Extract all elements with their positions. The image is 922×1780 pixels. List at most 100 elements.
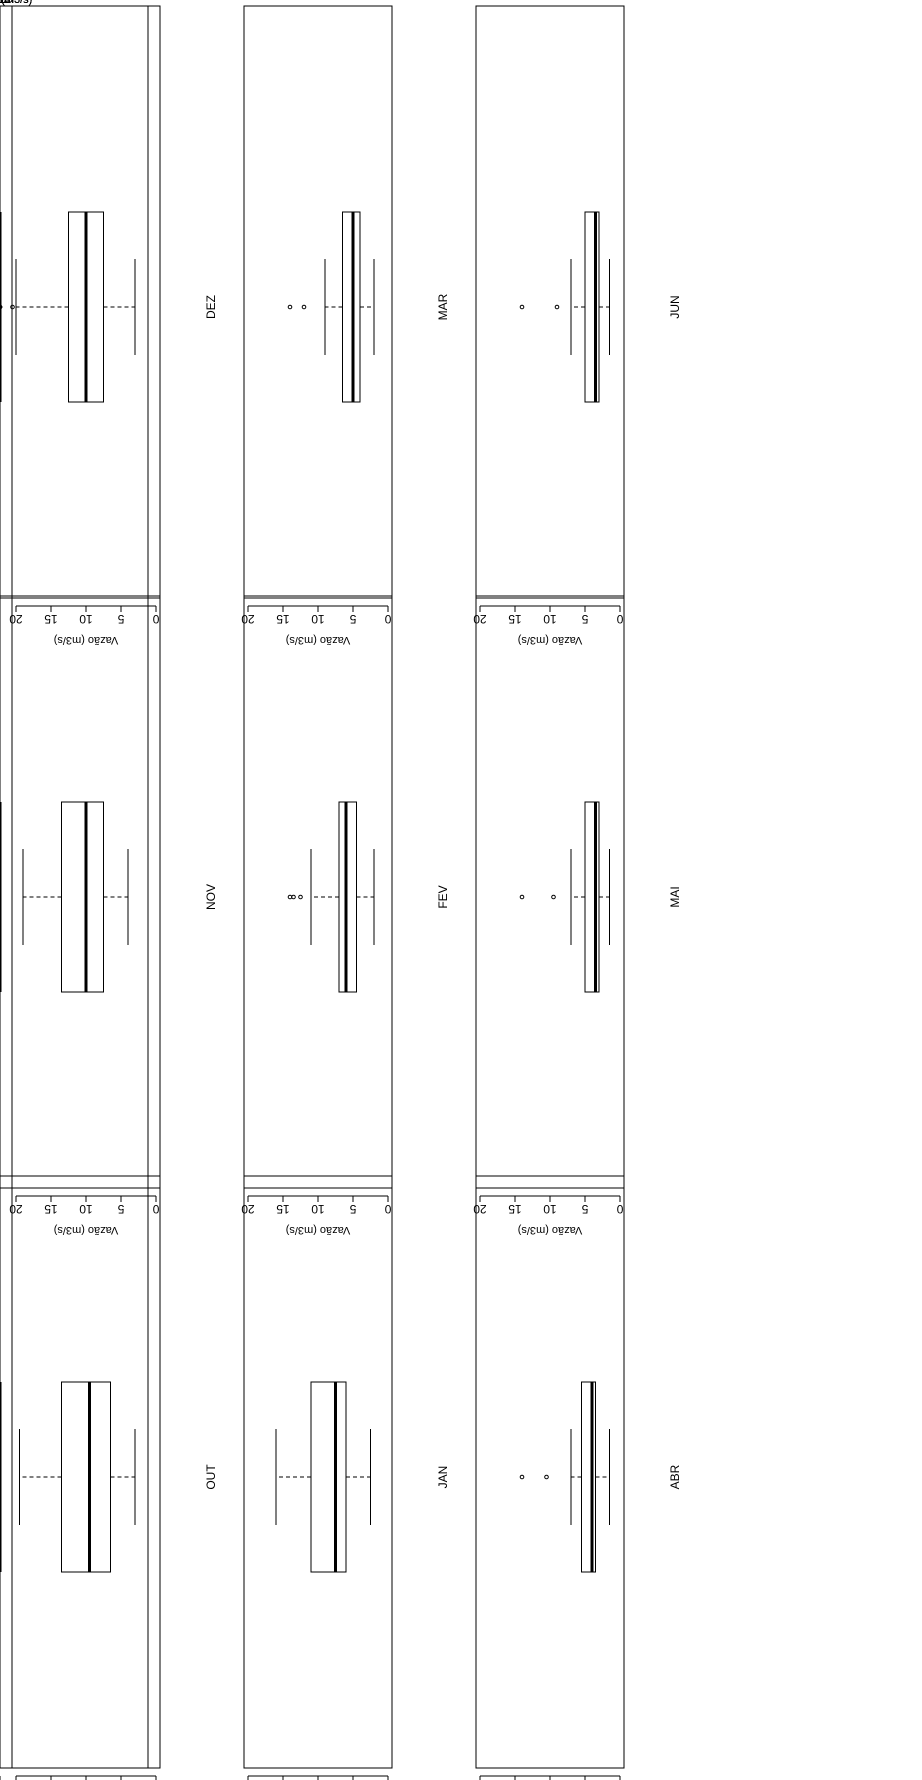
tick-label: 0 [616,612,623,626]
tick-label: 15 [508,1202,522,1216]
month-label: NOV [204,884,218,910]
tick-label: 20 [0,0,7,6]
panel-frame [243,5,393,599]
tick-label: 10 [0,0,7,6]
month-label: FEV [436,885,450,908]
tick-label: 0 [616,1202,623,1216]
box-iqr [61,1381,111,1573]
tick-label: 0 [384,612,391,626]
panel-frame [243,595,393,1189]
panel-out: 0 5 10 15 20 Vazão (m3/s) OUT [11,1175,218,1780]
tick-label: 10 [79,1202,93,1216]
tick-label: 5 [581,1202,588,1216]
outlier-point [287,894,293,900]
tick-label: 5 [0,0,4,6]
month-label: JAN [436,1466,450,1489]
tick-label: 5 [349,612,356,626]
outlier-point [551,894,556,900]
tick-label: 0 [384,1202,391,1216]
panel-abr: 0 5 10 15 20 Vazão (m3/s) ABR [475,1175,682,1780]
axis-label: Vazão (m3/s) [54,634,119,646]
axis-label: Vazão (m3/s) [286,634,351,646]
tick-label: 15 [0,0,7,6]
outlier-point [519,304,525,310]
tick-label: 5 [117,1202,124,1216]
panel-frame [475,595,625,1189]
outlier-point [554,304,560,310]
axis-label: Vazão (m3/s) [54,1224,119,1236]
tick-label: 5 [349,1202,356,1216]
axis-label: Vazão (m3/s) [0,0,32,6]
panel-jan: 0 5 10 15 20 Vazão (m3/s) JAN [243,1175,450,1780]
outlier-point [0,304,3,310]
axis-label: Vazão (m3/s) [286,1224,351,1236]
tick-label: 10 [0,0,7,6]
month-label: AGO [0,0,13,6]
panel-mar: 0 5 10 15 20 Vazão (m3/s) MAR [241,5,450,646]
month-label: JUN [668,295,682,318]
panel-frame [243,1175,393,1769]
month-label: SET [0,0,12,6]
tick-label: 5 [117,612,124,626]
tick-label: 0 [0,0,4,6]
tick-label: 10 [311,1202,325,1216]
tick-label: 15 [276,1202,290,1216]
outlier-point [10,304,15,310]
tick-label: 20 [9,1202,23,1216]
outlier-point [301,304,307,310]
tick-label: 15 [508,612,522,626]
tick-label: 15 [276,612,290,626]
outlier-point [298,894,303,900]
tick-label: 0 [152,612,159,626]
outlier-point [519,1474,525,1480]
tick-label: 0 [152,1202,159,1216]
month-label: ABR [668,1464,682,1489]
tick-label: 20 [241,1202,255,1216]
axis-label: Vazão (m3/s) [518,634,583,646]
box-iqr [338,801,357,993]
tick-label: 15 [0,0,7,6]
outlier-point [544,1474,549,1480]
tick-label: 10 [543,1202,557,1216]
tick-label: 20 [241,612,255,626]
box-iqr [310,1381,347,1573]
panel-dez: 0 5 10 15 20 Vazão (m3/s) DEZ [9,5,218,646]
tick-label: 20 [0,0,7,6]
month-label: JUL [0,0,11,6]
tick-label: 10 [0,0,7,6]
panel-jun: 0 5 10 15 20 Vazão (m3/s) JUN [473,5,682,646]
panel-frame [475,5,625,599]
panel-fev: 0 5 10 15 20 Vazão (m3/s) FEV [241,595,450,1236]
axis-label: Vazão (m3/s) [0,0,32,6]
tick-label: 10 [311,612,325,626]
axis-label: Vazão (m3/s) [518,1224,583,1236]
month-label: OUT [204,1464,218,1490]
box-iqr [61,801,104,993]
tick-label: 20 [9,612,23,626]
tick-label: 5 [0,0,4,6]
outlier-point [519,894,525,900]
panel-mai: 0 5 10 15 20 Vazão (m3/s) MAI [473,595,682,1236]
tick-label: 5 [581,612,588,626]
tick-label: 5 [0,0,4,6]
panel-frame [0,1175,149,1769]
panel-nov: 0 5 10 15 20 Vazão (m3/s) NOV [9,595,218,1236]
tick-label: 20 [473,612,487,626]
outlier-point [287,304,293,310]
tick-label: 10 [79,612,93,626]
axis-label: Vazão (m3/s) [0,0,32,6]
tick-label: 10 [543,612,557,626]
tick-label: 0 [0,0,4,6]
tick-label: 20 [473,1202,487,1216]
tick-label: 0 [0,0,4,6]
panel-frame [475,1175,625,1769]
box-iqr [342,211,361,403]
tick-label: 15 [0,0,7,6]
month-label: DEZ [204,295,218,319]
month-label: MAI [668,886,682,907]
tick-label: 20 [0,0,7,6]
